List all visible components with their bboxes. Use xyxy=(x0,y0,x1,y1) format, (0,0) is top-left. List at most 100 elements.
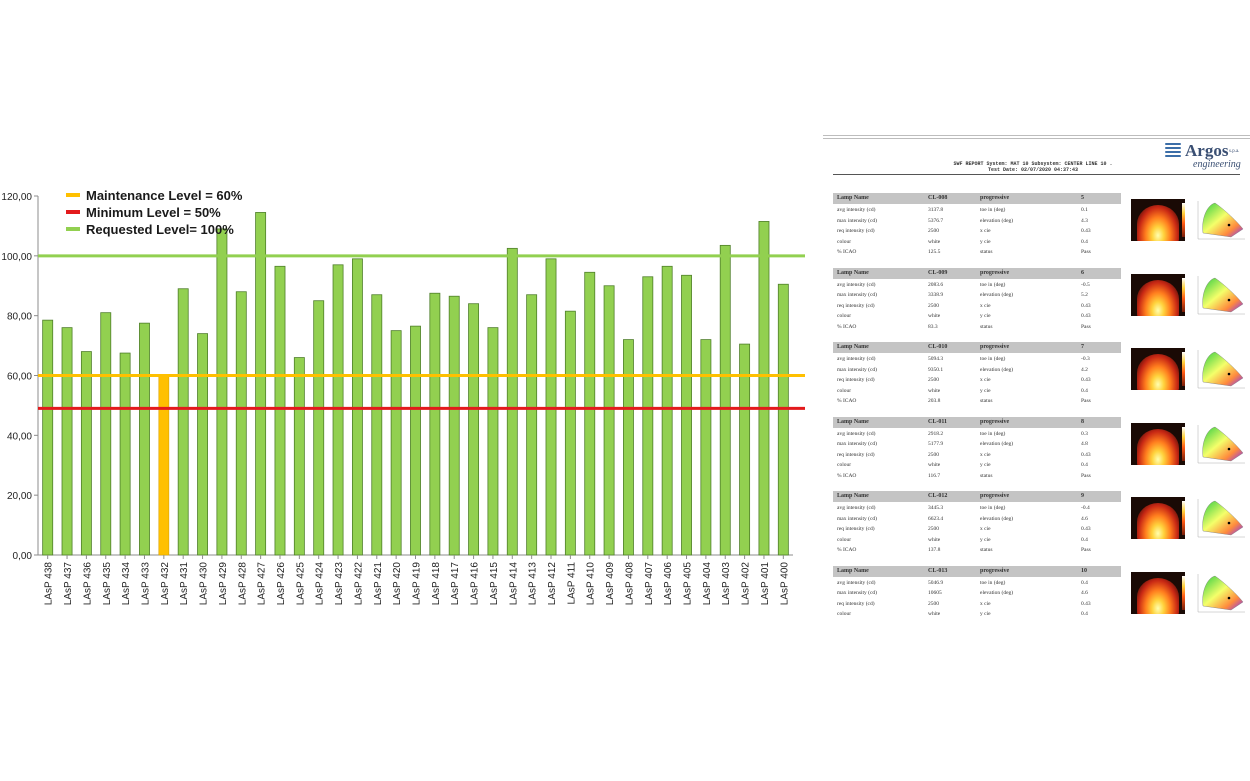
progressive-label: progressive xyxy=(980,344,1010,350)
x-tick-label: LAsP 409 xyxy=(605,562,616,606)
lamp-row: max intensity (cd) 9350.1 elevation (deg) 4… xyxy=(833,366,1121,376)
lamp-name-label: Lamp Name xyxy=(837,195,869,201)
row-label: toe in (deg) xyxy=(980,281,1006,288)
row-value: 0.4 xyxy=(1081,387,1088,394)
row-label: colour xyxy=(837,462,852,468)
color-scale xyxy=(1182,426,1185,461)
lamp-row: % ICAO 203.8 status Pass xyxy=(833,397,1121,407)
row-value: 0.4 xyxy=(1081,579,1088,586)
row-label: x cie xyxy=(980,600,991,607)
lamp-block: Lamp Name CL-011 progressive 8 avg intensity… xyxy=(833,416,1248,489)
row-value: 2918.2 xyxy=(928,430,944,437)
row-value: 5.2 xyxy=(1081,292,1088,298)
bar xyxy=(42,319,54,556)
row-value: -0.4 xyxy=(1081,505,1090,511)
x-tick-label: LAsP 404 xyxy=(702,562,713,606)
lamp-row: max intensity (cd) 5177.9 elevation (deg) 4… xyxy=(833,440,1121,450)
row-label: x cie xyxy=(980,451,991,458)
lamp-row: colour white y cie 0.4 xyxy=(833,238,1121,248)
legend-label-requested: Requested Level= 100% xyxy=(86,221,234,237)
x-tick-label: LAsP 419 xyxy=(412,562,423,606)
legend-swatch-requested xyxy=(66,227,80,231)
bar xyxy=(313,300,325,556)
lamp-id: CL-008 xyxy=(928,195,948,201)
top-rule-2 xyxy=(823,138,1250,139)
x-tick-label: LAsP 429 xyxy=(218,562,229,606)
cie-chromaticity-diagram xyxy=(1197,499,1245,538)
bar xyxy=(719,244,731,556)
row-label: % ICAO xyxy=(837,398,857,404)
bar xyxy=(390,330,402,556)
report-header: SWF REPORT System: MAT 10 Subsystem: CEN… xyxy=(893,161,1173,173)
cie-chromaticity-diagram xyxy=(1197,350,1245,389)
row-value: 4.8 xyxy=(1081,441,1088,447)
row-value: 0.43 xyxy=(1081,451,1091,458)
progressive-value: 5 xyxy=(1081,195,1084,201)
row-value: 0.4 xyxy=(1081,611,1088,617)
bar xyxy=(61,327,73,556)
progressive-label: progressive xyxy=(980,269,1010,276)
lamp-row: colour white y cie 0.4 xyxy=(833,461,1121,471)
row-label: max intensity (cd) xyxy=(837,217,878,224)
legend-maintenance: Maintenance Level = 60% xyxy=(66,186,242,204)
x-tick-label: LAsP 436 xyxy=(82,562,93,606)
logo-waves-icon xyxy=(1165,143,1181,161)
bar xyxy=(119,352,131,556)
row-value: 4.2 xyxy=(1081,366,1088,373)
lamp-block: Lamp Name CL-010 progressive 7 avg intensity… xyxy=(833,342,1248,414)
row-value: Pass xyxy=(1081,472,1091,479)
photometric-report: Argos s.p.a. engineering SWF REPORT Syst… xyxy=(823,133,1250,633)
row-label: avg intensity (cd) xyxy=(837,207,876,213)
x-tick-label: LAsP 433 xyxy=(140,562,151,606)
row-value: white xyxy=(928,536,941,543)
lamp-block-header: Lamp Name CL-013 progressive 10 xyxy=(833,565,1121,577)
progressive-value: 8 xyxy=(1081,418,1084,425)
row-label: max intensity (cd) xyxy=(837,292,878,298)
row-value: 0.43 xyxy=(1081,228,1091,234)
lamp-block-header: Lamp Name CL-010 progressive 7 xyxy=(833,342,1121,353)
y-tick-label: 0,00 xyxy=(13,551,33,562)
progressive-value: 10 xyxy=(1081,567,1087,574)
row-label: y cie xyxy=(980,238,991,245)
bar xyxy=(681,274,692,556)
row-label: % ICAO xyxy=(837,547,857,553)
x-tick-label: LAsP 407 xyxy=(644,562,655,606)
lamp-name-label: Lamp Name xyxy=(837,269,869,276)
bar xyxy=(274,265,286,556)
row-label: % ICAO xyxy=(837,323,857,330)
row-label: toe in (deg) xyxy=(980,430,1006,437)
lamp-row: colour white y cie 0.4 xyxy=(833,610,1121,620)
bar xyxy=(255,212,267,556)
bar xyxy=(235,291,247,556)
bar xyxy=(623,339,634,556)
row-label: max intensity (cd) xyxy=(837,366,878,373)
x-tick-label: LAsP 421 xyxy=(373,562,384,606)
row-label: status xyxy=(980,249,993,255)
row-label: toe in (deg) xyxy=(980,579,1006,586)
row-label: status xyxy=(980,547,993,553)
y-tick-label: 80,00 xyxy=(7,312,32,323)
row-value: 0.4 xyxy=(1081,462,1088,468)
bar xyxy=(80,351,92,556)
row-label: status xyxy=(980,398,993,404)
x-tick-label: LAsP 431 xyxy=(179,562,190,606)
x-tick-label: LAsP 400 xyxy=(779,562,790,606)
y-tick-label: 60,00 xyxy=(7,372,32,383)
row-value: 3137.8 xyxy=(928,207,944,213)
lamp-id: CL-009 xyxy=(928,269,948,276)
x-tick-label: LAsP 405 xyxy=(683,562,694,606)
x-tick-label: LAsP 420 xyxy=(392,562,403,606)
row-label: req intensity (cd) xyxy=(837,302,875,309)
row-value: 5046.9 xyxy=(928,579,944,586)
lamp-row: avg intensity (cd) 2918.2 toe in (deg) 0.3 xyxy=(833,430,1121,440)
x-tick-label: LAsP 418 xyxy=(431,562,442,606)
bar xyxy=(410,325,421,556)
bar xyxy=(429,292,441,556)
x-tick-label: LAsP 415 xyxy=(489,562,500,606)
light-distribution-photo xyxy=(1131,348,1185,390)
row-label: x cie xyxy=(980,526,991,532)
row-label: avg intensity (cd) xyxy=(837,281,876,288)
lamp-row: max intensity (cd) 6623.4 elevation (deg) 4… xyxy=(833,515,1121,525)
row-label: toe in (deg) xyxy=(980,207,1006,213)
x-tick-label: LAsP 411 xyxy=(566,562,577,605)
